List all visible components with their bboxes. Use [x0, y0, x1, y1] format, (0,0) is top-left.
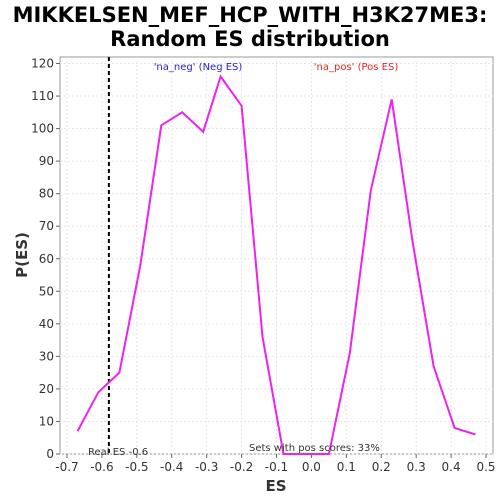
x-tick-label: 0.1	[337, 460, 356, 474]
y-tick-label: 0	[46, 447, 54, 461]
y-tick-label: 90	[39, 154, 54, 168]
plot-area	[59, 56, 494, 455]
chart-title-line1: MIKKELSEN_MEF_HCP_WITH_H3K27ME3:	[12, 3, 488, 27]
y-axis-ticks: 0 10 20 30 40 50 60 70 80 90 100 110 120	[31, 57, 60, 461]
y-axis-label: P(ES)	[13, 232, 31, 278]
x-tick-label: -0.2	[230, 460, 253, 474]
y-tick-label: 80	[39, 187, 54, 201]
x-tick-label: 0.0	[302, 460, 321, 474]
x-tick-label: -0.4	[160, 460, 183, 474]
series-line	[76, 74, 476, 455]
neg-es-label: 'na_neg' (Neg ES)	[154, 62, 243, 73]
x-tick-label: 0.4	[442, 460, 461, 474]
x-tick-label: -0.1	[265, 460, 288, 474]
x-tick-label: 0.5	[476, 460, 495, 474]
y-tick-label: 70	[39, 219, 54, 233]
x-tick-label: -0.3	[195, 460, 218, 474]
y-tick-label: 110	[31, 89, 54, 103]
x-tick-label: 0.2	[372, 460, 391, 474]
y-tick-label: 100	[31, 122, 54, 136]
x-tick-label: 0.3	[407, 460, 426, 474]
y-tick-label: 60	[39, 252, 54, 266]
pos-scores-label: Sets with pos scores: 33%	[249, 443, 380, 454]
grid-lines	[60, 57, 493, 455]
real-es-label: Real ES -0.6	[88, 447, 148, 458]
y-tick-label: 40	[39, 317, 54, 331]
x-axis-ticks: -0.7 -0.6 -0.5 -0.4 -0.3 -0.2 -0.1 0.0 0.1 0.2 0.3…	[55, 454, 496, 474]
y-tick-label: 10	[39, 414, 54, 428]
x-tick-label: -0.5	[125, 460, 148, 474]
pos-es-label: 'na_pos' (Pos ES)	[314, 62, 399, 73]
chart-title-line2: Random ES distribution	[110, 27, 390, 51]
y-tick-label: 20	[39, 382, 54, 396]
y-tick-label: 50	[39, 284, 54, 298]
x-axis-label: ES	[265, 477, 286, 495]
x-tick-label: -0.6	[90, 460, 113, 474]
y-tick-label: 120	[31, 57, 54, 71]
x-tick-label: -0.7	[55, 460, 78, 474]
y-tick-label: 30	[39, 349, 54, 363]
